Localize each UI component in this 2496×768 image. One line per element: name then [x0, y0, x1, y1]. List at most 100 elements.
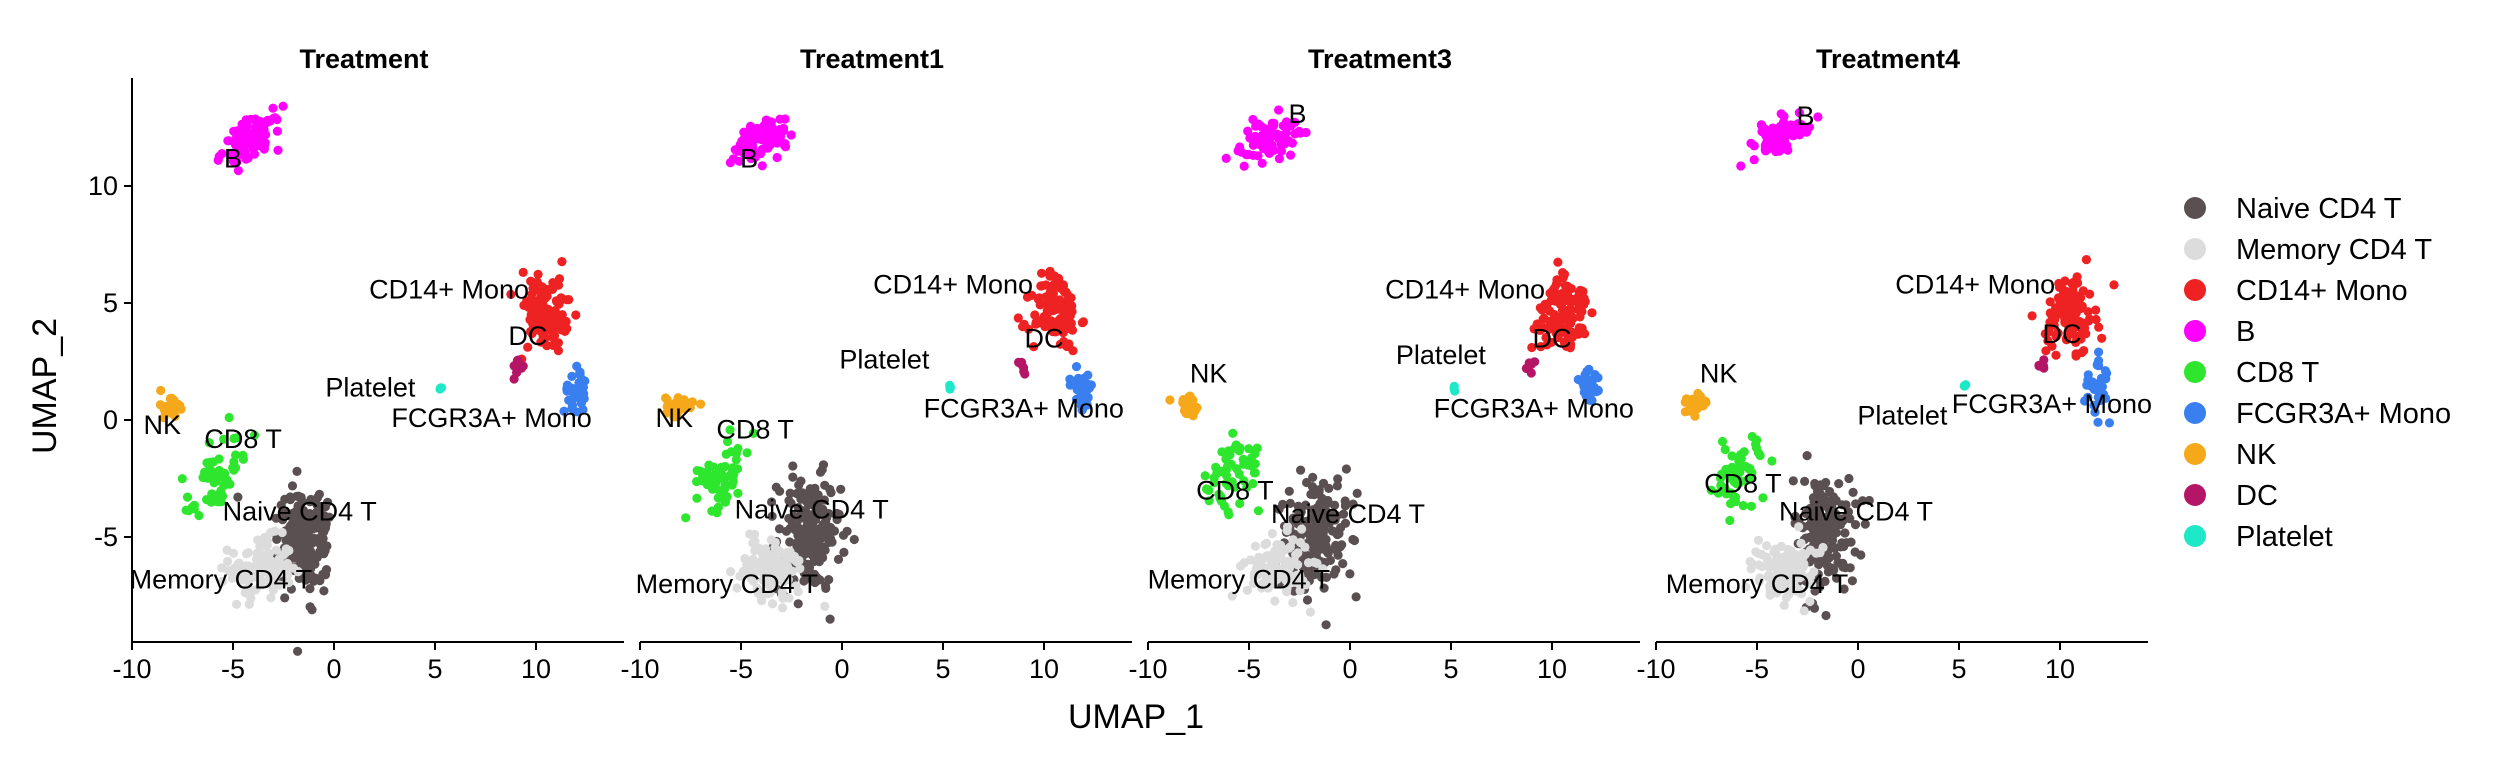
point-memory-cd4-t — [217, 563, 227, 573]
point-naive-cd4-t — [305, 497, 315, 507]
point-b — [1268, 128, 1278, 138]
point-fcgr3a-mono — [566, 396, 576, 406]
point-memory-cd4-t — [768, 599, 778, 609]
point-fcgr3a-mono — [1076, 378, 1086, 388]
cluster-label: FCGR3A+ Mono — [1952, 389, 2152, 419]
point-memory-cd4-t — [795, 564, 805, 574]
point-naive-cd4-t — [1847, 576, 1857, 586]
point-naive-cd4-t — [1860, 519, 1870, 529]
point-memory-cd4-t — [260, 532, 270, 543]
point-cd14-mono — [2040, 329, 2050, 339]
cluster-label: Platelet — [839, 345, 930, 375]
point-cd8-t — [1706, 485, 1716, 495]
point-memory-cd4-t — [1799, 559, 1809, 569]
point-memory-cd4-t — [241, 549, 252, 559]
point-memory-cd4-t — [1790, 573, 1800, 583]
point-cd8-t — [1736, 453, 1746, 464]
cluster-label: DC — [508, 321, 547, 351]
legend-item: NK — [2184, 439, 2277, 471]
legend-marker — [2184, 443, 2206, 465]
point-cd8-t — [198, 472, 208, 483]
point-nk — [662, 408, 672, 418]
point-b — [775, 132, 786, 142]
point-cd8-t — [681, 513, 691, 523]
point-naive-cd4-t — [1345, 569, 1355, 579]
point-b — [772, 152, 782, 163]
point-naive-cd4-t — [1310, 566, 1320, 577]
point-cd8-t — [1720, 444, 1730, 455]
point-cd14-mono — [1045, 266, 1055, 276]
point-memory-cd4-t — [1757, 561, 1767, 572]
point-memory-cd4-t — [763, 589, 773, 599]
point-fcgr3a-mono — [1076, 400, 1086, 411]
point-fcgr3a-mono — [2083, 370, 2093, 380]
point-cd14-mono — [1580, 329, 1590, 339]
point-cd8-t — [1225, 450, 1235, 460]
point-naive-cd4-t — [1828, 492, 1838, 502]
cluster-label: Naive CD4 T — [1779, 497, 1933, 527]
x-tick-label: -5 — [729, 654, 753, 684]
point-naive-cd4-t — [813, 544, 823, 554]
point-nk — [1690, 411, 1700, 421]
point-memory-cd4-t — [244, 599, 254, 609]
point-cd14-mono — [1535, 303, 1545, 313]
point-cd8-t — [1221, 470, 1232, 481]
point-memory-cd4-t — [274, 554, 284, 564]
point-b — [1813, 112, 1823, 122]
point-naive-cd4-t — [1302, 595, 1313, 605]
point-memory-cd4-t — [1796, 538, 1806, 548]
point-cd8-t — [1230, 443, 1240, 453]
legend-label: DC — [2236, 480, 2278, 512]
point-cd8-t — [742, 448, 752, 458]
point-memory-cd4-t — [777, 603, 788, 613]
point-cd14-mono — [2091, 305, 2101, 315]
point-cd8-t — [1716, 473, 1726, 483]
point-cd8-t — [692, 493, 702, 503]
point-b — [1286, 121, 1296, 131]
point-naive-cd4-t — [1336, 523, 1346, 533]
point-naive-cd4-t — [1840, 528, 1850, 538]
point-cd8-t — [1204, 496, 1214, 506]
point-memory-cd4-t — [793, 587, 803, 597]
point-cd8-t — [1223, 507, 1233, 517]
cluster-label: Memory CD4 T — [636, 569, 819, 599]
point-b — [1778, 131, 1788, 142]
legend-item: Memory CD4 T — [2184, 234, 2432, 266]
point-cd14-mono — [542, 291, 552, 301]
point-fcgr3a-mono — [2100, 366, 2110, 376]
point-naive-cd4-t — [1319, 583, 1329, 593]
point-nk — [165, 403, 175, 413]
cluster-label: CD14+ Mono — [1895, 270, 2055, 300]
point-memory-cd4-t — [264, 548, 274, 559]
point-cd8-t — [1252, 443, 1262, 453]
point-cd8-t — [1713, 488, 1723, 498]
point-memory-cd4-t — [261, 556, 271, 567]
cluster-label: Platelet — [1396, 340, 1487, 370]
point-cd14-mono — [1066, 318, 1076, 328]
point-cd14-mono — [1067, 325, 1078, 335]
point-cd14-mono — [537, 321, 547, 331]
point-naive-cd4-t — [799, 576, 809, 586]
point-b — [1783, 145, 1793, 155]
point-naive-cd4-t — [1809, 603, 1820, 613]
point-memory-cd4-t — [767, 553, 777, 563]
point-naive-cd4-t — [1812, 514, 1823, 524]
point-naive-cd4-t — [1834, 479, 1844, 489]
point-b — [226, 150, 236, 160]
point-memory-cd4-t — [1753, 535, 1764, 545]
point-naive-cd4-t — [795, 527, 806, 537]
x-tick-label: 10 — [521, 654, 551, 684]
point-cd14-mono — [2048, 315, 2058, 325]
point-b — [237, 134, 247, 144]
point-memory-cd4-t — [1763, 572, 1774, 582]
point-cd14-mono — [1553, 333, 1563, 343]
point-naive-cd4-t — [280, 593, 290, 603]
point-memory-cd4-t — [1303, 558, 1314, 568]
point-nk — [1695, 391, 1705, 401]
point-cd14-mono — [1558, 268, 1568, 278]
point-fcgr3a-mono — [2090, 407, 2100, 417]
point-memory-cd4-t — [732, 583, 742, 593]
point-memory-cd4-t — [223, 556, 233, 567]
point-b — [1243, 126, 1253, 136]
